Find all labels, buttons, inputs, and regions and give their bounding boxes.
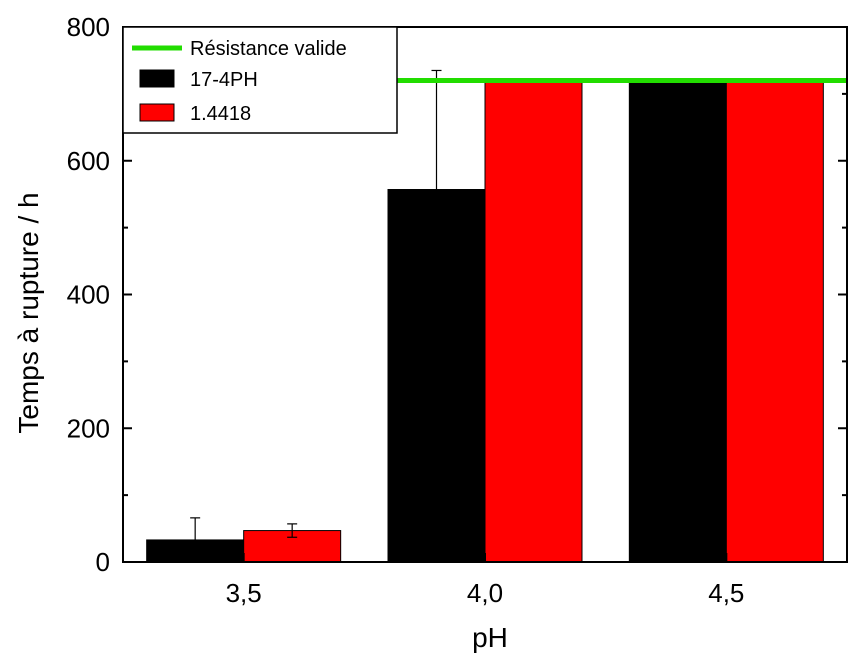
- legend-label-17-4ph: 17-4PH: [190, 69, 258, 91]
- legend-swatch-1-4418: [139, 103, 175, 122]
- bar-1-4418: [484, 80, 583, 563]
- bar-17-4ph: [628, 80, 727, 563]
- x-tick-label: 3,5: [226, 578, 262, 608]
- bar-17-4ph: [146, 539, 245, 563]
- bar-1-4418: [725, 80, 824, 563]
- legend-label-1-4418: 1.4418: [190, 103, 251, 125]
- y-tick-label: 200: [67, 413, 110, 443]
- y-tick-label: 600: [67, 146, 110, 176]
- y-axis-ticks: 0 200 400 600 800: [67, 12, 847, 577]
- y-tick-label: 400: [67, 280, 110, 310]
- error-bars-group: [190, 69, 442, 540]
- bar-17-4ph: [387, 189, 486, 563]
- legend-label-reference: Résistance valide: [190, 38, 347, 60]
- bars-group: [146, 80, 824, 563]
- x-axis-ticks: 3,5 4,0 4,5: [226, 553, 744, 608]
- x-axis-title: pH: [472, 622, 508, 653]
- y-axis-title: Temps à rupture / h: [13, 192, 44, 433]
- y-tick-label: 0: [96, 547, 110, 577]
- x-tick-label: 4,5: [708, 578, 744, 608]
- legend: Résistance valide 17-4PH 1.4418: [122, 26, 398, 134]
- y-tick-label: 800: [67, 12, 110, 42]
- legend-swatch-17-4ph: [139, 69, 175, 88]
- x-tick-label: 4,0: [467, 578, 503, 608]
